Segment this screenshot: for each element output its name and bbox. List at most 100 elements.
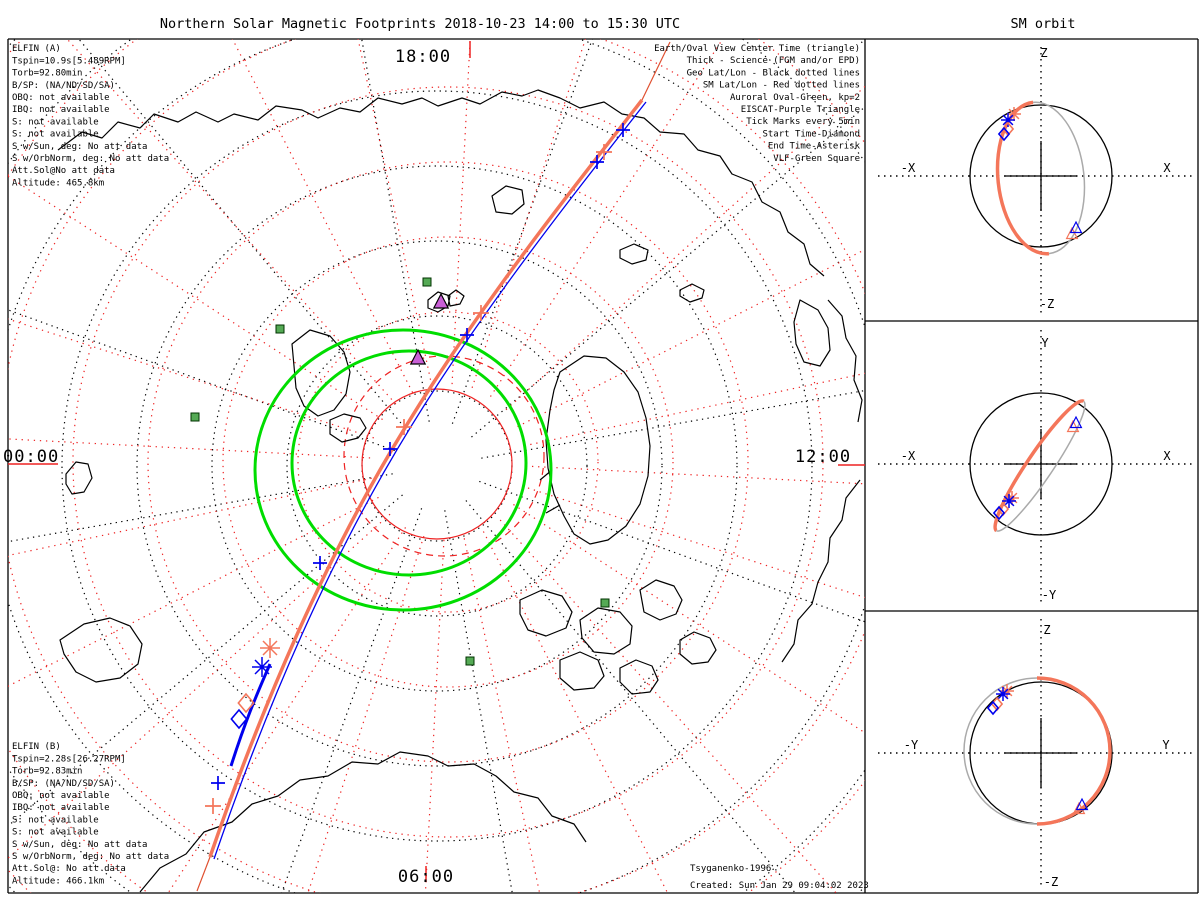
sm-mlt-line <box>517 248 865 428</box>
sm-mlt-line <box>8 477 372 557</box>
start-time-diamond-icon <box>237 692 255 714</box>
geo-lon-line <box>77 39 409 432</box>
start-time-diamond-icon <box>997 126 1011 142</box>
end-time-asterisk-icon <box>260 638 280 658</box>
geo-lat-circle <box>61 90 813 842</box>
elfin-b-info-line: OBQ: not available <box>12 791 110 801</box>
legend-item: Auroral Oval-Green, kp=2 <box>730 93 860 103</box>
axis-label-right: X <box>1163 449 1171 463</box>
sm-orbit-panel-yz: Z -Z -Y Y <box>878 619 1192 889</box>
sm-cardinal-ticks <box>8 41 865 882</box>
tick-plus-icon <box>313 556 327 570</box>
end-time-asterisk-icon <box>1001 113 1015 127</box>
tick-plus-icon <box>596 144 612 160</box>
triangle-icon <box>1069 220 1083 234</box>
orbit-near-side <box>995 100 1050 256</box>
start-time-diamond-icon <box>992 505 1006 521</box>
axes-dotted <box>878 47 1192 313</box>
axis-label-bottom: -Y <box>1042 588 1057 602</box>
sm-orbit-panel-markers <box>986 107 1089 815</box>
elfin-a-track <box>213 101 647 860</box>
legend-block: Earth/Oval View Center Time (triangle) Th… <box>654 44 860 164</box>
axes-dotted <box>878 330 1192 602</box>
geo-lat-circle <box>211 240 663 692</box>
tick-plus-icon <box>460 328 474 342</box>
elfin-b-track-thin <box>641 41 671 101</box>
clock-label-bottom: 06:00 <box>398 867 454 887</box>
axis-label-top: Z <box>1043 623 1050 637</box>
sm-lat-circle <box>297 311 599 613</box>
triangle-icon <box>432 292 450 309</box>
elfin-b-info-line: S: not available <box>12 828 99 838</box>
elfin-a-info-line: OBQ: not available <box>12 93 110 103</box>
orbit-near-side <box>993 399 1085 533</box>
elfin-b-info-line: S w/OrbNorm, deg: No att data <box>12 852 169 862</box>
triangle-icon <box>1075 797 1089 811</box>
geo-lat-circle <box>136 165 738 767</box>
sm-mlt-line <box>8 513 391 859</box>
legend-item: SM Lat/Lon - Red dotted lines <box>703 81 860 91</box>
sm-mlt-line <box>489 39 724 397</box>
end-time-asterisk-icon <box>1002 494 1016 508</box>
sm-lat-circle <box>222 236 674 688</box>
sm-mlt-line <box>471 39 587 389</box>
elfin-a-info-line: S w/OrbNorm, deg: No att data <box>12 154 169 164</box>
earth-circle <box>969 104 1113 248</box>
triangle-icon <box>1065 226 1079 240</box>
sm-mlt-line <box>451 39 471 385</box>
elfin-a-info-line: S: not available <box>12 130 99 140</box>
sm-mlt-line <box>66 39 397 405</box>
geo-lon-line <box>479 480 865 623</box>
elfin-b-info-line: B/SP: (NA/ND/SD/SA) <box>12 779 115 789</box>
geo-lat-circle <box>286 315 588 617</box>
sm-orbit-panel-xy: Y -Y -X X <box>878 330 1192 602</box>
sm-lat-circle-dashed <box>343 355 545 557</box>
elfin-b-info-line: Tspin=2.28s[26.27RPM] <box>12 754 126 764</box>
sm-mlt-line <box>231 39 414 393</box>
tick-plus-icon <box>590 155 604 169</box>
axis-label-right: X <box>1163 161 1171 175</box>
sm-orbit-title: SM orbit <box>1010 16 1075 32</box>
sm-mlt-line <box>307 535 425 893</box>
tick-plus-icon <box>473 305 489 321</box>
earth-circle <box>969 392 1113 536</box>
geo-lon-line <box>465 500 797 893</box>
axis-label-top: Y <box>1041 336 1049 350</box>
map-panel <box>8 39 865 893</box>
orbit-ellipse <box>963 676 1112 826</box>
legend-item: End Time-Asterisk <box>768 142 861 152</box>
geo-lat-circle <box>8 39 865 893</box>
axis-label-bottom: -Z <box>1040 297 1054 311</box>
orbit-far-side <box>963 677 1038 825</box>
sm-mlt-line <box>8 175 383 421</box>
clock-label-right: 12:00 <box>795 447 851 467</box>
elfin-a-info-line: B/SP: (NA/ND/SD/SA) <box>12 81 115 91</box>
axis-label-left: -Y <box>904 738 919 752</box>
axis-cross <box>1005 718 1077 788</box>
elfin-a-info-line: S w/Sun, deg: No att data <box>12 142 147 152</box>
created-label: Created: Sun Jan 29 09:04:02 2023 <box>690 881 869 891</box>
sm-mlt-line <box>424 539 445 893</box>
sm-mlt-line <box>167 527 407 893</box>
elfin-b-info-line: IBQ: not available <box>12 803 110 813</box>
axis-cross <box>1005 141 1077 211</box>
elfin-b-track-thin <box>196 856 211 892</box>
triangle-icon <box>1069 415 1083 429</box>
tick-plus-icon <box>396 419 412 435</box>
elfin-b-info-line: Att.Sol@: No att data <box>12 864 126 874</box>
sm-mlt-line <box>513 503 865 734</box>
sm-mlt-line <box>463 538 541 893</box>
start-time-diamond-icon <box>986 700 1000 716</box>
legend-item: Start Time-Diamond <box>762 129 860 139</box>
elfin-a-info-line: Torb=92.80min <box>12 69 82 79</box>
sm-mlt-line <box>521 485 865 599</box>
start-time-diamond-icon <box>230 708 248 730</box>
elfin-b-title: ELFIN (B) <box>12 742 61 752</box>
sm-mlt-line <box>357 39 433 386</box>
clock-label-left: 00:00 <box>3 447 59 467</box>
tick-plus-icon <box>205 798 221 814</box>
sm-mlt-line <box>8 438 371 459</box>
page-title: Northern Solar Magnetic Footprints 2018-… <box>160 16 680 32</box>
vlf-green-square-icon <box>465 656 475 666</box>
